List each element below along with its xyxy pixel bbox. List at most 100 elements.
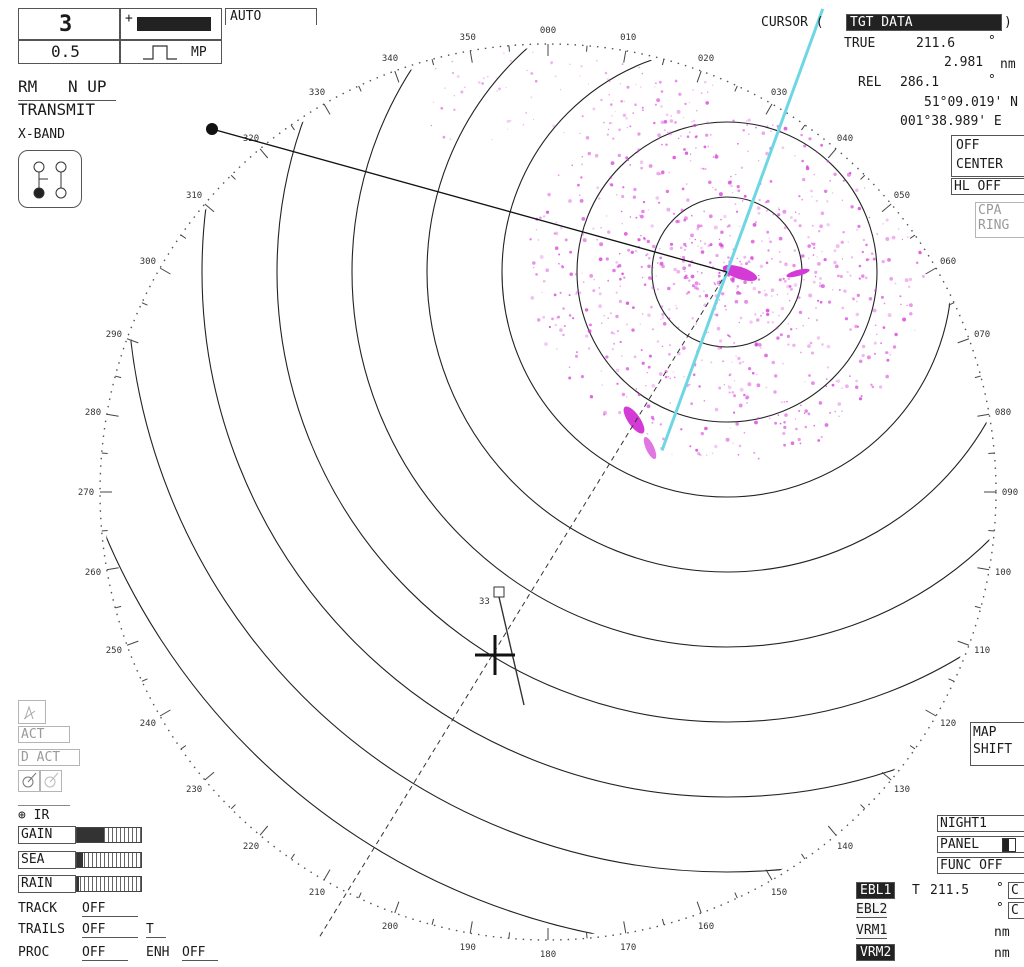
track-value[interactable]: OFF [82,901,138,917]
clutter-echo [895,283,897,285]
ebl1-compass-mode[interactable]: C [1008,882,1024,899]
dact-button[interactable]: D ACT [18,749,80,766]
clutter-echo [733,412,735,414]
clutter-echo [772,214,774,216]
clutter-echo [623,114,626,117]
clutter-echo [659,257,662,260]
range-ring [127,0,1024,872]
gain-slider[interactable] [76,827,142,843]
clutter-echo [652,384,656,388]
map-label: MAP [973,725,1024,740]
sea-clutter-slider[interactable] [76,852,142,868]
clutter-echo [675,80,678,83]
clutter-echo [772,124,773,125]
clutter-echo [599,242,603,246]
clutter-echo [596,239,598,241]
orientation-mode[interactable]: N UP [68,78,107,96]
clutter-echo [816,151,818,153]
clutter-echo [820,301,823,304]
enh-value[interactable]: OFF [182,945,218,961]
clutter-echo [579,194,581,196]
antenna-selector[interactable] [18,150,82,208]
clutter-echo [869,259,870,260]
clutter-echo [626,367,629,370]
clutter-echo [862,345,865,348]
heading-line-button[interactable]: HL OFF [951,178,1024,195]
clutter-echo [715,314,718,317]
clutter-echo [581,217,585,221]
transmit-status[interactable]: TRANSMIT [18,100,116,119]
rain-clutter-slider[interactable] [76,876,142,892]
target-tool-button[interactable] [18,700,46,724]
ebl1-line [319,272,727,937]
gain-indicator-box: + [120,8,222,40]
clutter-echo [863,239,865,241]
clutter-echo [608,129,609,130]
cursor-mode-button[interactable]: TGT DATA [846,14,1002,31]
ebl1-button[interactable]: EBL1 [856,882,895,899]
ebl2-degree-unit: ° [996,901,1004,916]
cpa-ring-button[interactable]: CPA RING [975,202,1024,238]
clutter-echo [886,219,889,222]
clutter-echo [505,87,506,88]
clutter-echo [843,289,846,292]
clutter-echo [735,422,739,426]
vector-rel-button[interactable] [40,770,62,792]
night-mode-button[interactable]: NIGHT1 [937,815,1024,832]
function-button[interactable]: FUNC OFF [937,857,1024,874]
target-vector [499,597,524,705]
clutter-echo [900,304,902,306]
range-scale-box[interactable]: 3 [18,8,120,40]
vector-true-button[interactable] [18,770,40,792]
clutter-echo [586,136,590,140]
ebl2-button[interactable]: EBL2 [856,902,887,918]
vrm2-button[interactable]: VRM2 [856,944,895,961]
clutter-echo [642,107,644,109]
pulse-icon [143,43,179,61]
clutter-echo [799,311,802,314]
clutter-echo [777,213,780,216]
clutter-echo [721,244,724,247]
clutter-echo [582,233,585,236]
clutter-echo [705,168,707,170]
clutter-echo [545,268,549,272]
act-button[interactable]: ACT [18,726,70,743]
clutter-echo [560,292,562,294]
clutter-echo [579,75,580,76]
clutter-echo [533,119,534,120]
clutter-echo [899,295,901,297]
clutter-echo [707,146,709,148]
clutter-echo [885,237,889,241]
map-shift-button[interactable]: MAP SHIFT [970,722,1024,766]
clutter-echo [909,278,912,281]
clutter-echo [599,287,601,289]
tune-mode-box[interactable]: AUTO [225,8,317,25]
panel-brightness-button[interactable]: PANEL [937,836,1024,853]
trails-mode[interactable]: T [146,922,166,938]
clutter-echo [817,336,820,339]
clutter-echo [706,455,707,456]
motion-mode[interactable]: RM [18,78,37,96]
clutter-echo [669,402,671,404]
clutter-echo [605,72,607,74]
clutter-echo [648,276,652,280]
clutter-echo [554,233,556,235]
vrm1-button[interactable]: VRM1 [856,923,887,939]
ring-interval-box[interactable]: 0.5 [18,40,120,64]
proc-value[interactable]: OFF [82,945,128,961]
center-button[interactable]: CENTER [956,157,1003,172]
trails-value[interactable]: OFF [82,922,138,938]
off-center-box[interactable]: OFF CENTER [951,135,1024,177]
clutter-echo [780,423,782,425]
clutter-echo [691,275,695,279]
clutter-echo [581,273,582,274]
clutter-echo [598,197,601,200]
bearing-tick [107,568,119,570]
interference-rejection[interactable]: ⊕ IR [18,805,70,823]
pulse-length-box[interactable]: MP [120,40,222,64]
clutter-echo [606,215,607,216]
ebl2-compass-mode[interactable]: C [1008,902,1024,919]
clutter-echo [600,227,602,229]
clutter-echo [753,223,757,227]
